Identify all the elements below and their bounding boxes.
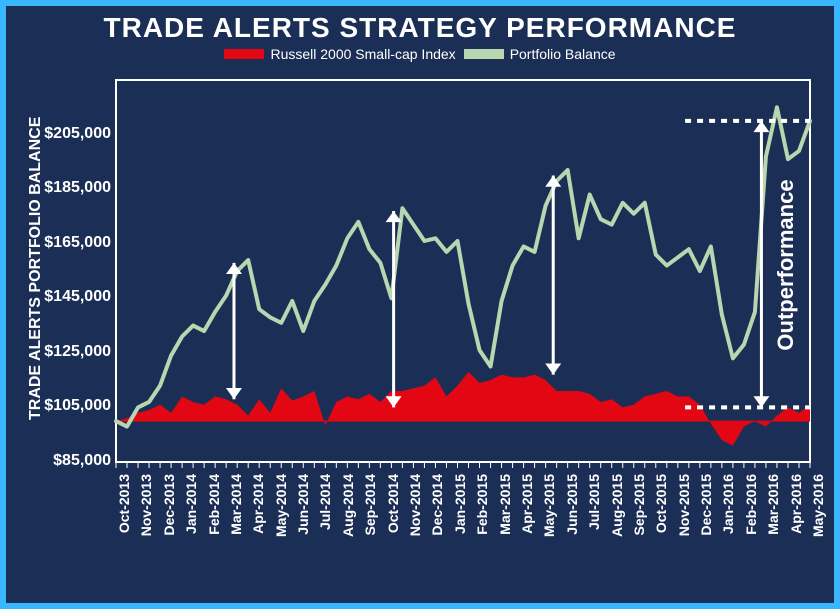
- x-tick-label: Dec-2014: [429, 474, 445, 536]
- x-tick-label: Oct-2013: [116, 474, 132, 533]
- outperformance-annotation: Outperformance: [773, 175, 799, 355]
- x-tick-label: Jul-2015: [586, 474, 602, 530]
- y-tick-label: $125,000: [31, 343, 111, 361]
- x-tick-label: Oct-2014: [385, 474, 401, 533]
- x-tick-label: Feb-2016: [743, 474, 759, 535]
- x-tick-label: Apr-2015: [519, 474, 535, 534]
- y-tick-label: $85,000: [31, 452, 111, 470]
- x-tick-label: Mar-2014: [228, 474, 244, 535]
- x-tick-label: Nov-2015: [676, 474, 692, 536]
- chart-frame: TRADE ALERTS STRATEGY PERFORMANCE Russel…: [0, 0, 840, 609]
- x-tick-label: Nov-2013: [138, 474, 154, 536]
- x-tick-label: Mar-2016: [765, 474, 781, 535]
- x-tick-label: Jan-2014: [183, 474, 199, 534]
- y-tick-label: $185,000: [31, 179, 111, 197]
- x-tick-label: Aug-2014: [340, 474, 356, 537]
- x-tick-label: May-2014: [273, 474, 289, 537]
- x-tick-label: Apr-2016: [788, 474, 804, 534]
- x-tick-label: Aug-2015: [609, 474, 625, 537]
- x-tick-label: Sep-2015: [631, 474, 647, 535]
- x-tick-label: May-2016: [810, 474, 826, 537]
- x-tick-label: Jan-2015: [452, 474, 468, 534]
- x-tick-label: Jun-2014: [295, 474, 311, 535]
- x-tick-label: Feb-2015: [474, 474, 490, 535]
- x-tick-label: Nov-2014: [407, 474, 423, 536]
- x-tick-label: May-2015: [541, 474, 557, 537]
- y-tick-label: $205,000: [31, 125, 111, 143]
- x-tick-label: Oct-2015: [653, 474, 669, 533]
- x-tick-label: Apr-2014: [250, 474, 266, 534]
- x-tick-label: Mar-2015: [497, 474, 513, 535]
- y-tick-label: $105,000: [31, 397, 111, 415]
- x-tick-label: Jul-2014: [317, 474, 333, 530]
- x-tick-label: Jan-2016: [720, 474, 736, 534]
- y-tick-label: $145,000: [31, 288, 111, 306]
- y-tick-label: $165,000: [31, 234, 111, 252]
- x-tick-label: Dec-2015: [698, 474, 714, 536]
- x-tick-label: Dec-2013: [161, 474, 177, 536]
- x-tick-label: Jun-2015: [564, 474, 580, 535]
- x-tick-label: Sep-2014: [362, 474, 378, 535]
- x-tick-label: Feb-2014: [206, 474, 222, 535]
